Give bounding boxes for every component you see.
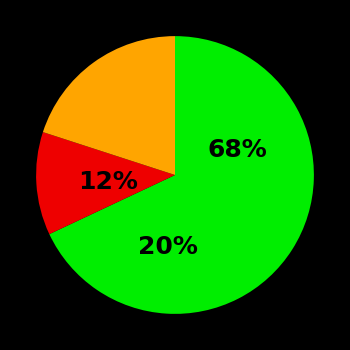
Wedge shape: [49, 36, 314, 314]
Wedge shape: [43, 36, 175, 175]
Text: 68%: 68%: [208, 138, 267, 162]
Text: 12%: 12%: [78, 170, 138, 194]
Text: 20%: 20%: [138, 235, 198, 259]
Wedge shape: [36, 132, 175, 234]
